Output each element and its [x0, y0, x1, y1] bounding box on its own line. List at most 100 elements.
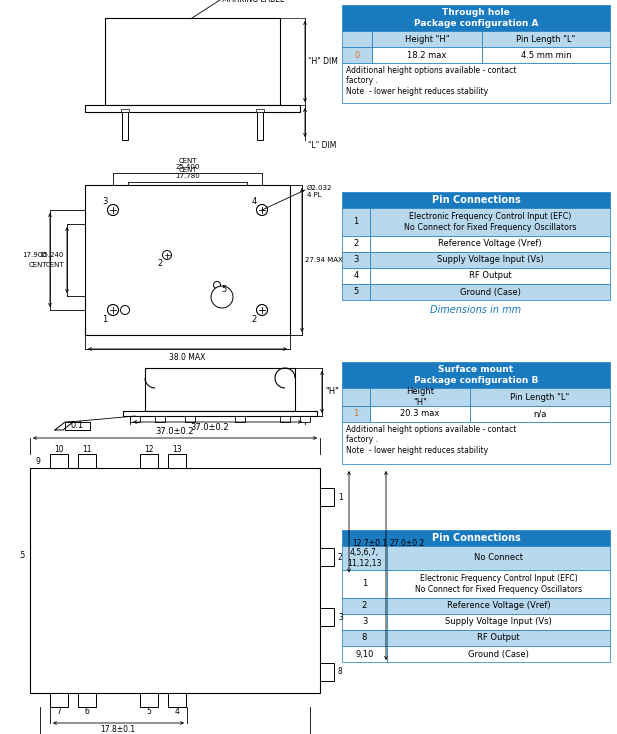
- Text: 1: 1: [354, 217, 358, 227]
- Text: Height
"H": Height "H": [406, 388, 434, 407]
- Text: 38.0 MAX: 38.0 MAX: [169, 352, 205, 362]
- Text: 18.2 max: 18.2 max: [407, 51, 447, 59]
- Bar: [342, 630, 387, 646]
- Text: 15.240: 15.240: [39, 252, 64, 258]
- Bar: [482, 31, 610, 47]
- Bar: [320, 488, 334, 506]
- Bar: [387, 546, 610, 570]
- Bar: [50, 454, 68, 468]
- Bar: [130, 416, 140, 422]
- Bar: [342, 422, 610, 464]
- Bar: [320, 663, 334, 681]
- Bar: [342, 192, 610, 208]
- Bar: [50, 693, 68, 707]
- Text: Electronic Frequency Control Input (EFC)
No Connect for Fixed Frequency Oscillat: Electronic Frequency Control Input (EFC)…: [415, 574, 582, 594]
- Text: 4: 4: [175, 708, 180, 716]
- Bar: [342, 47, 372, 63]
- Text: Pin Connections: Pin Connections: [432, 195, 520, 205]
- Bar: [85, 105, 300, 112]
- Bar: [372, 31, 482, 47]
- Bar: [370, 252, 610, 268]
- Text: CENT: CENT: [46, 262, 64, 268]
- Text: Electronic Frequency Control Input (EFC)
No Connect for Fixed Frequency Oscillat: Electronic Frequency Control Input (EFC)…: [404, 212, 576, 232]
- Text: 7: 7: [57, 708, 62, 716]
- Bar: [342, 598, 387, 614]
- Bar: [320, 608, 334, 626]
- Text: 2: 2: [157, 258, 163, 267]
- Bar: [372, 47, 482, 63]
- Bar: [342, 614, 387, 630]
- Bar: [387, 598, 610, 614]
- Text: 17.8±0.1: 17.8±0.1: [101, 725, 136, 734]
- Bar: [342, 268, 370, 284]
- Bar: [168, 454, 186, 468]
- Text: "H" DIM: "H" DIM: [308, 57, 338, 66]
- Text: CENT: CENT: [28, 262, 47, 268]
- Text: 4,5,6,7,
11,12,13: 4,5,6,7, 11,12,13: [347, 548, 382, 567]
- Bar: [85, 185, 290, 335]
- Text: 2: 2: [362, 601, 367, 611]
- Text: 4: 4: [354, 272, 358, 280]
- Bar: [387, 646, 610, 662]
- Text: Dimensions in mm: Dimensions in mm: [431, 305, 521, 315]
- Text: Ground (Case): Ground (Case): [468, 650, 529, 658]
- Bar: [470, 406, 610, 422]
- Bar: [342, 388, 370, 406]
- Bar: [387, 614, 610, 630]
- Text: Through hole
Package configuration A: Through hole Package configuration A: [414, 8, 538, 28]
- Bar: [256, 109, 264, 112]
- Text: 3: 3: [338, 612, 343, 622]
- Circle shape: [257, 305, 268, 316]
- Text: 1: 1: [362, 580, 367, 589]
- Bar: [370, 208, 610, 236]
- Text: CENT: CENT: [178, 158, 197, 164]
- Bar: [342, 406, 370, 422]
- Circle shape: [257, 205, 268, 216]
- Text: Surface mount
Package configuration B: Surface mount Package configuration B: [414, 366, 538, 385]
- Bar: [78, 454, 96, 468]
- Bar: [140, 454, 158, 468]
- Text: 2: 2: [338, 553, 343, 562]
- Circle shape: [211, 286, 233, 308]
- Text: 4.5 mm min: 4.5 mm min: [521, 51, 571, 59]
- Text: 37.0±0.2: 37.0±0.2: [155, 426, 194, 435]
- Bar: [470, 388, 610, 406]
- Text: Additional height options available - contact
factory .
Note  - lower height red: Additional height options available - co…: [346, 66, 516, 96]
- Bar: [482, 47, 610, 63]
- Text: 3: 3: [362, 617, 367, 627]
- Text: 13: 13: [172, 446, 182, 454]
- Bar: [387, 570, 610, 598]
- Text: 12: 12: [144, 446, 154, 454]
- Bar: [342, 208, 370, 236]
- Bar: [123, 411, 317, 416]
- Text: 5: 5: [354, 288, 358, 297]
- Text: 4 PL: 4 PL: [307, 192, 321, 198]
- Text: 12.7±0.1: 12.7±0.1: [352, 539, 387, 548]
- Text: MARKING LABEL: MARKING LABEL: [222, 0, 284, 4]
- Bar: [370, 406, 470, 422]
- Bar: [342, 284, 370, 300]
- Text: 11: 11: [82, 446, 92, 454]
- Text: 6: 6: [85, 708, 89, 716]
- Bar: [370, 388, 470, 406]
- Text: Ground (Case): Ground (Case): [460, 288, 520, 297]
- Text: 10: 10: [54, 446, 64, 454]
- Text: "L" DIM: "L" DIM: [308, 142, 336, 150]
- Text: RF Output: RF Output: [477, 633, 520, 642]
- Text: Pin Connections: Pin Connections: [432, 533, 520, 543]
- Circle shape: [162, 250, 172, 260]
- Bar: [30, 468, 320, 693]
- Circle shape: [107, 205, 118, 216]
- Text: CENT: CENT: [178, 167, 197, 173]
- Text: 37.0±0.2: 37.0±0.2: [191, 424, 230, 432]
- Text: 3: 3: [102, 197, 108, 206]
- Bar: [342, 236, 370, 252]
- Text: 17.780: 17.780: [175, 173, 200, 179]
- Bar: [342, 63, 610, 103]
- Bar: [122, 112, 128, 140]
- Text: 5: 5: [147, 708, 151, 716]
- Text: 27.94 MAX: 27.94 MAX: [305, 257, 343, 263]
- Text: 1: 1: [102, 314, 107, 324]
- Text: 5: 5: [221, 285, 226, 294]
- Text: Height "H": Height "H": [405, 34, 449, 43]
